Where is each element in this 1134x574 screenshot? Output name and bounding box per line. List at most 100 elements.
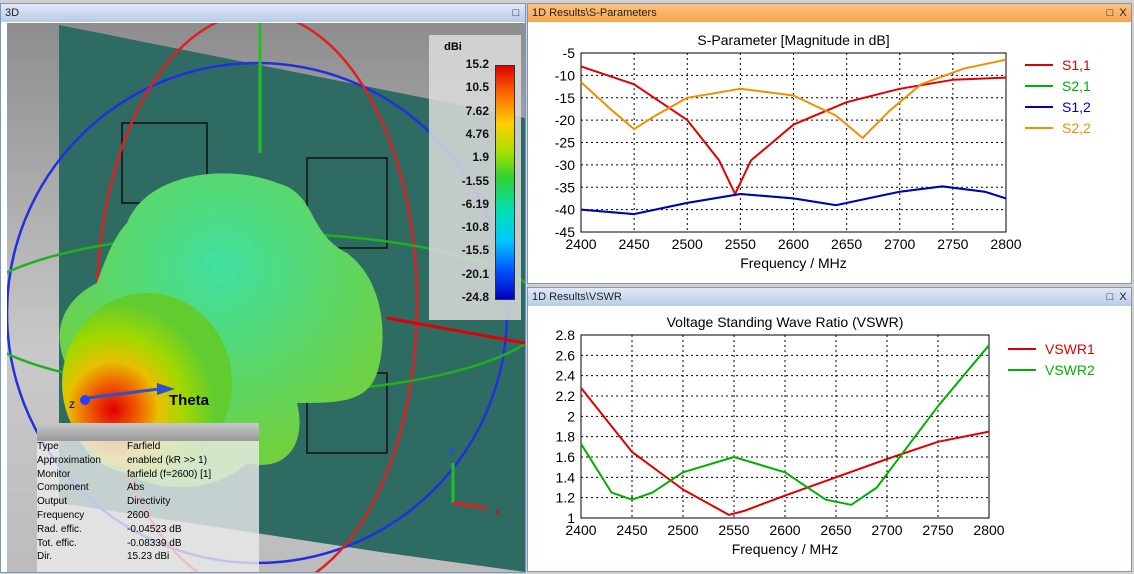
x-tick-label: 2650	[820, 522, 851, 538]
info-row: Component Abs	[37, 482, 259, 496]
series-line-s22	[580, 58, 1007, 139]
plot-frame	[580, 52, 1007, 233]
vswr-title: 1D Results\VSWR	[532, 291, 622, 303]
y-tick-label: -35	[555, 179, 575, 195]
chart-title: S-Parameter [Magnitude in dB]	[697, 32, 889, 48]
x-tick-label: 2600	[769, 522, 800, 538]
info-value: -0.08339 dB	[127, 537, 182, 549]
plot-frame	[580, 334, 990, 519]
colorbar-tick-label: 1.9	[472, 150, 489, 165]
info-key: Component	[37, 482, 89, 494]
info-row: Rad. effic. -0.04523 dB	[37, 524, 259, 538]
orient-x-label: x	[495, 506, 501, 518]
s-param-title: 1D Results\S-Parameters	[532, 7, 657, 19]
colorbar-tick-label: -20.1	[461, 266, 489, 281]
x-tick-label: 2800	[973, 522, 1004, 538]
colorbar-tick-label: 7.62	[465, 103, 489, 118]
3d-title: 3D	[5, 7, 20, 19]
info-row: Dir. 15.23 dBi	[37, 551, 259, 565]
info-key: Dir.	[37, 551, 52, 563]
info-key: Tot. effic.	[37, 537, 77, 549]
close-button[interactable]: X	[1119, 291, 1127, 303]
x-tick-label: 2400	[565, 236, 596, 252]
s-parameter-chart[interactable]: S-Parameter [Magnitude in dB] 2400 2450 250…	[528, 23, 1131, 283]
x-tick-label: 2450	[619, 236, 650, 252]
y-tick-label: 2.2	[556, 388, 576, 404]
y-tick-label: 2	[567, 408, 575, 424]
orient-y-label: y	[449, 444, 455, 456]
colorbar-gradient	[495, 65, 515, 300]
info-value: Farfield	[127, 441, 161, 452]
x-tick-label: 2750	[937, 236, 968, 252]
y-tick-label: -20	[555, 112, 575, 128]
vswr-chart[interactable]: Voltage Standing Wave Ratio (VSWR) 2400 24…	[528, 307, 1131, 571]
x-axis-label: Frequency / MHz	[740, 255, 847, 271]
info-key: Type	[37, 441, 59, 452]
info-value: Abs	[127, 482, 145, 494]
y-tick-label: 2.6	[556, 347, 576, 363]
colorbar: dBi 15.2 10.5 7.62 4.76 1.9 -1.55 -6.19 -10.8 -1…	[429, 35, 521, 320]
info-value: enabled (kR >> 1)	[127, 454, 208, 466]
info-row: Type Farfield	[37, 441, 259, 455]
colorbar-unit: dBi	[444, 41, 462, 53]
y-tick-label: -25	[555, 135, 575, 151]
info-value: -0.04523 dB	[127, 523, 182, 535]
legend-entry: S2,1	[1062, 78, 1091, 94]
3d-view-panel: 3D □ z Theta y x dBi 15.2 10.5 7.62 4.76 1.9…	[0, 3, 526, 573]
colorbar-tick-label: 15.2	[465, 57, 489, 71]
chart-title: Voltage Standing Wave Ratio (VSWR)	[667, 314, 904, 330]
y-tick-label: -40	[555, 202, 575, 218]
y-tick-label: 1.4	[556, 469, 576, 485]
y-tick-label: 1.8	[556, 429, 576, 445]
colorbar-tick-label: -15.5	[461, 243, 489, 258]
series-line-vswr1	[580, 387, 990, 516]
info-value: farfield (f=2600) [1]	[127, 468, 212, 480]
3d-viewport[interactable]: z Theta y x dBi 15.2 10.5 7.62 4.76 1.9 -1.55…	[7, 23, 525, 572]
info-key: Approximation	[37, 454, 101, 466]
info-row: Tot. effic. -0.08339 dB	[37, 538, 259, 552]
close-button[interactable]: X	[1119, 7, 1127, 19]
info-value: 2600	[127, 509, 150, 521]
info-row: Output Directivity	[37, 496, 259, 510]
maximize-button[interactable]: □	[1106, 7, 1114, 19]
x-tick-label: 2500	[667, 522, 698, 538]
info-key: Monitor	[37, 468, 71, 480]
maximize-button[interactable]: □	[1106, 291, 1114, 303]
x-tick-label: 2700	[884, 236, 915, 252]
info-key: Rad. effic.	[37, 523, 82, 535]
legend-entry: S1,1	[1062, 57, 1091, 73]
x-tick-label: 2700	[871, 522, 902, 538]
maximize-button[interactable]: □	[512, 7, 520, 19]
info-panel: Type Farfield Approximation enabled (kR >> …	[37, 423, 259, 572]
x-tick-label: 2400	[565, 522, 596, 538]
colorbar-tick-label: -1.55	[461, 173, 489, 188]
x-tick-label: 2450	[616, 522, 647, 538]
colorbar-tick-label: 4.76	[465, 126, 489, 141]
s-param-title-bar: 1D Results\S-Parameters □ X	[528, 4, 1131, 22]
x-axis-label: Frequency / MHz	[732, 541, 839, 557]
x-tick-label: 2500	[672, 236, 703, 252]
vswr-title-bar: 1D Results\VSWR □ X	[528, 288, 1131, 306]
y-tick-label: 1.2	[556, 490, 576, 506]
s-parameters-panel: 1D Results\S-Parameters □ X S-Parameter …	[527, 3, 1132, 284]
series-line-vswr2	[580, 344, 990, 506]
x-tick-label: 2650	[831, 236, 862, 252]
y-tick-label: -30	[555, 157, 575, 173]
y-tick-label: -15	[555, 90, 575, 106]
legend-entry: VSWR2	[1045, 362, 1095, 378]
info-row: Frequency 2600	[37, 510, 259, 524]
vswr-panel: 1D Results\VSWR □ X Voltage Standing Wav…	[527, 287, 1132, 572]
theta-label: Theta	[169, 392, 210, 409]
legend-entry: S2,2	[1062, 120, 1091, 136]
y-tick-label: -45	[555, 224, 575, 240]
y-tick-label: -5	[563, 45, 576, 61]
3d-title-bar: 3D □	[1, 4, 525, 22]
info-key: Output	[37, 496, 68, 508]
legend-entry: S1,2	[1062, 99, 1091, 115]
colorbar-tick-label: 10.5	[465, 80, 489, 95]
series-line-s12	[580, 185, 1007, 216]
info-row: Approximation enabled (kR >> 1)	[37, 455, 259, 469]
y-tick-label: -10	[555, 67, 575, 83]
colorbar-tick-label: -24.8	[461, 290, 489, 304]
info-value: Directivity	[127, 496, 171, 508]
